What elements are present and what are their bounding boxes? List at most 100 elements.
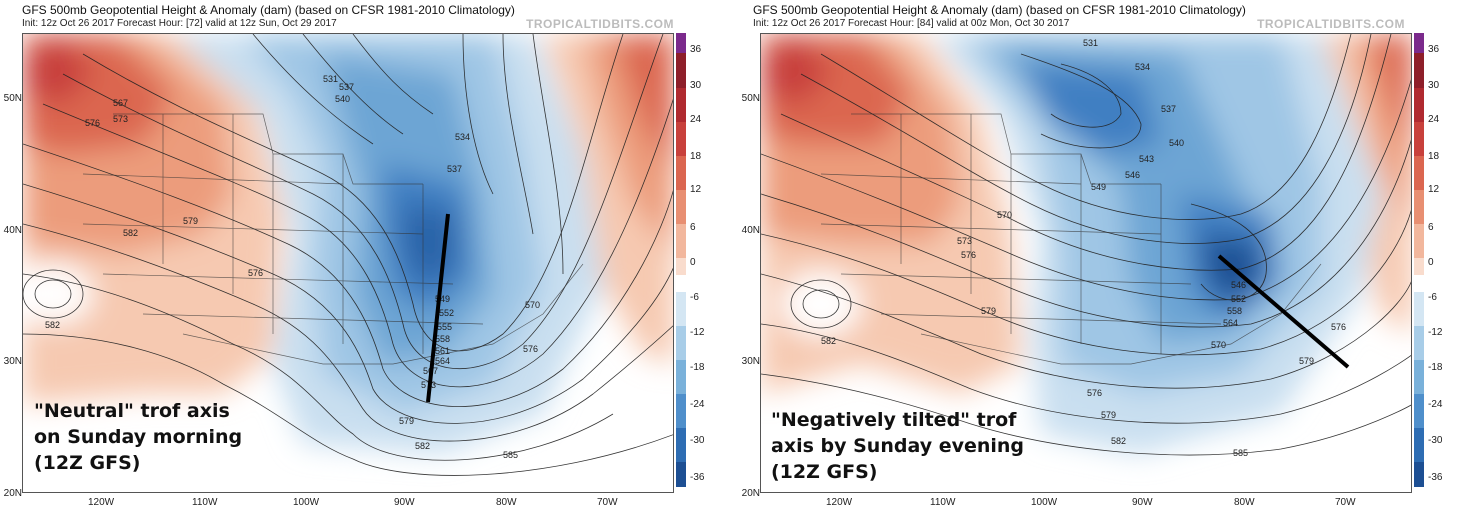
longitude-label: 80W <box>1234 497 1255 508</box>
colorbar-label: -30 <box>690 435 705 446</box>
colorbar-swatch <box>1414 360 1424 394</box>
contour-label: 579 <box>399 416 414 426</box>
trough-axis-line <box>426 213 450 403</box>
contour-label: 582 <box>123 228 138 238</box>
contour-label: 558 <box>435 334 450 344</box>
colorbar-label: -12 <box>1428 327 1443 338</box>
colorbar-swatch <box>676 53 686 88</box>
longitude-label: 120W <box>826 497 853 508</box>
contour-label: 579 <box>1299 356 1314 366</box>
watermark: TROPICALTIDBITS.COM <box>1257 17 1405 31</box>
colorbar-swatch <box>676 190 686 224</box>
colorbar-swatch <box>1414 462 1424 487</box>
colorbar-label: 0 <box>690 257 696 268</box>
anomaly-map: 531 534 537 540 543 546 549 570 573 576 … <box>760 33 1412 493</box>
contour-label: 534 <box>1135 62 1150 72</box>
colorbar-swatch <box>676 292 686 326</box>
anomaly-map: 567 573 576 579 582 576 582 540 537 534 … <box>22 33 674 493</box>
latitude-label: 20N <box>3 488 22 499</box>
colorbar-label: -6 <box>1428 292 1437 303</box>
colorbar <box>676 33 686 493</box>
contour-label: 534 <box>455 132 470 142</box>
contour-label: 540 <box>1169 138 1184 148</box>
colorbar-swatch <box>676 88 686 122</box>
colorbar-swatch <box>1414 292 1424 326</box>
contour-label: 537 <box>339 82 354 92</box>
colorbar-label: 0 <box>1428 257 1434 268</box>
colorbar-label: -24 <box>690 399 705 410</box>
contour-label: 567 <box>113 98 128 108</box>
contour-label: 576 <box>523 344 538 354</box>
contour-label: 579 <box>981 306 996 316</box>
colorbar-swatch <box>1414 394 1424 428</box>
longitude-label: 120W <box>88 497 115 508</box>
longitude-label: 90W <box>394 497 415 508</box>
colorbar-swatch <box>676 275 686 292</box>
longitude-label: 90W <box>1132 497 1153 508</box>
contour-label: 549 <box>435 294 450 304</box>
colorbar-swatch <box>676 122 686 156</box>
colorbar-swatch <box>1414 33 1424 53</box>
colorbar-swatch <box>676 33 686 53</box>
map-caption: "Neutral" trof axis on Sunday morning (1… <box>34 400 243 474</box>
right-map-panel: GFS 500mb Geopotential Height & Anomaly … <box>731 0 1461 510</box>
watermark: TROPICALTIDBITS.COM <box>526 17 674 31</box>
colorbar-swatch <box>676 326 686 360</box>
colorbar-swatch <box>676 360 686 394</box>
contour-label: 582 <box>415 441 430 451</box>
contour-label: 537 <box>1161 104 1176 114</box>
contour-label: 573 <box>957 236 972 246</box>
map-title: GFS 500mb Geopotential Height & Anomaly … <box>22 3 515 17</box>
colorbar-swatch <box>1414 224 1424 258</box>
colorbar-label: 24 <box>1428 114 1440 125</box>
contour-label: 582 <box>45 320 60 330</box>
colorbar-swatch <box>1414 275 1424 292</box>
colorbar-label: -24 <box>1428 399 1443 410</box>
latitude-label: 40N <box>3 225 22 236</box>
contour-label: 531 <box>1083 38 1098 48</box>
colorbar-label: -12 <box>690 327 705 338</box>
contour-label: 579 <box>1101 410 1116 420</box>
contour-label: 585 <box>503 450 518 460</box>
longitude-label: 100W <box>1031 497 1058 508</box>
contour-label: 585 <box>1233 448 1248 458</box>
contour-label: 576 <box>1087 388 1102 398</box>
left-map-panel: GFS 500mb Geopotential Height & Anomaly … <box>0 0 730 510</box>
contour-label: 570 <box>525 300 540 310</box>
contour-label: 552 <box>1231 294 1246 304</box>
colorbar-label: 18 <box>1428 151 1440 162</box>
colorbar-swatch <box>676 156 686 190</box>
colorbar-label: 12 <box>690 184 702 195</box>
latitude-label: 50N <box>3 93 22 104</box>
contour-label: 564 <box>1223 318 1238 328</box>
colorbar-swatch <box>676 394 686 428</box>
latitude-label: 50N <box>741 93 760 104</box>
contour-label: 543 <box>1139 154 1154 164</box>
contour-label: 561 <box>435 346 450 356</box>
colorbar-label: -18 <box>690 362 705 373</box>
map-caption: "Negatively tilted" trof axis by Sunday … <box>771 409 1025 483</box>
colorbar-label: -36 <box>1428 472 1443 483</box>
map-subtitle: Init: 12z Oct 26 2017 Forecast Hour: [84… <box>753 18 1070 29</box>
contour-label: 555 <box>437 322 452 332</box>
contour-label: 576 <box>1331 322 1346 332</box>
longitude-label: 70W <box>1335 497 1356 508</box>
contour-label: 558 <box>1227 306 1242 316</box>
colorbar-swatch <box>1414 258 1424 275</box>
colorbar-swatch <box>1414 428 1424 462</box>
contour-label: 570 <box>997 210 1012 220</box>
longitude-label: 70W <box>597 497 618 508</box>
colorbar-label: 12 <box>1428 184 1440 195</box>
contour-label: 570 <box>1211 340 1226 350</box>
colorbar-label: 18 <box>690 151 702 162</box>
colorbar-label: -30 <box>1428 435 1443 446</box>
colorbar-label: 6 <box>690 222 696 233</box>
contour-label: 540 <box>335 94 350 104</box>
colorbar-label: 30 <box>1428 80 1440 91</box>
latitude-label: 40N <box>741 225 760 236</box>
longitude-label: 110W <box>930 497 956 508</box>
colorbar <box>1414 33 1424 493</box>
longitude-label: 100W <box>293 497 320 508</box>
longitude-label: 110W <box>192 497 218 508</box>
contour-label: 537 <box>447 164 462 174</box>
